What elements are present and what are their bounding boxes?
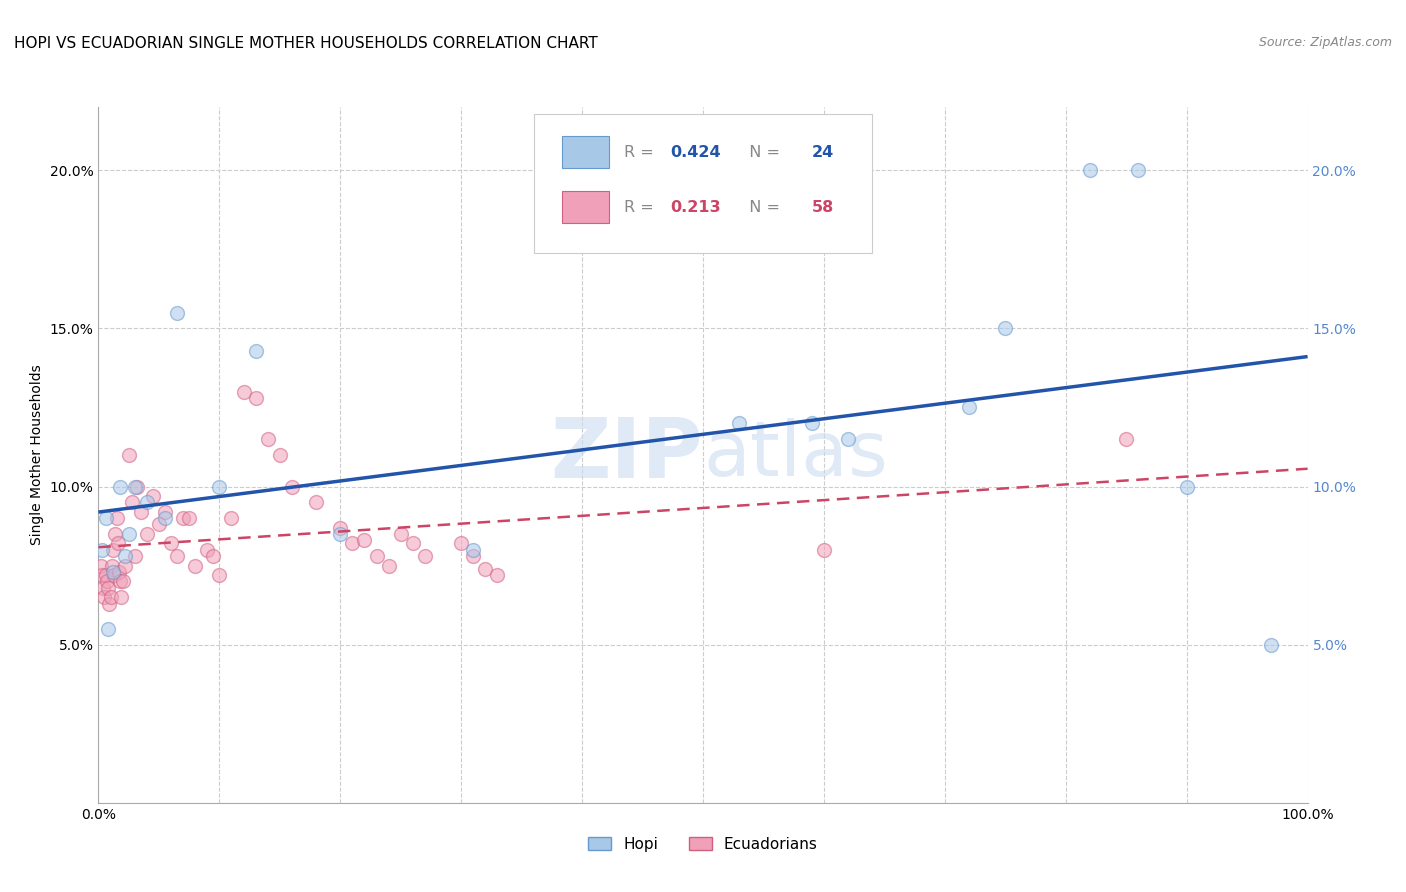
Point xyxy=(1115,432,1137,446)
Point xyxy=(957,401,980,415)
Text: 24: 24 xyxy=(811,145,834,160)
Text: N =: N = xyxy=(740,145,786,160)
Point xyxy=(135,495,157,509)
Point xyxy=(148,517,170,532)
Point xyxy=(91,581,114,595)
Point xyxy=(184,558,207,573)
Point xyxy=(110,591,132,605)
Point xyxy=(353,533,375,548)
Point xyxy=(127,479,149,493)
Point xyxy=(108,565,131,579)
Point xyxy=(108,479,131,493)
Point xyxy=(114,549,136,563)
Point xyxy=(281,479,304,493)
Point xyxy=(91,568,114,582)
Point xyxy=(111,574,134,589)
Point xyxy=(402,536,425,550)
Point xyxy=(463,549,485,563)
Text: 0.213: 0.213 xyxy=(671,201,721,216)
Point xyxy=(94,568,117,582)
Point xyxy=(94,511,117,525)
Point xyxy=(342,536,364,550)
Point xyxy=(1260,638,1282,652)
Point xyxy=(245,343,267,358)
Point xyxy=(90,558,112,573)
Point xyxy=(104,527,127,541)
Point xyxy=(208,568,231,582)
Point xyxy=(221,511,243,525)
Text: ZIP: ZIP xyxy=(551,415,703,495)
Point xyxy=(450,536,472,550)
Point xyxy=(256,432,278,446)
Point xyxy=(97,581,120,595)
Point xyxy=(107,536,129,550)
Point xyxy=(97,622,120,636)
FancyBboxPatch shape xyxy=(534,114,872,253)
Point xyxy=(329,527,352,541)
Point xyxy=(98,597,121,611)
Point xyxy=(208,479,231,493)
Point xyxy=(813,542,835,557)
Point xyxy=(269,448,291,462)
Point xyxy=(93,591,115,605)
Point xyxy=(994,321,1017,335)
Point xyxy=(114,558,136,573)
Point xyxy=(195,542,218,557)
Text: 0.424: 0.424 xyxy=(671,145,721,160)
Point xyxy=(166,305,188,319)
Point xyxy=(118,527,141,541)
Point xyxy=(728,417,751,431)
Point xyxy=(413,549,436,563)
Point xyxy=(160,536,183,550)
Text: R =: R = xyxy=(624,201,659,216)
Point xyxy=(474,562,496,576)
Text: Source: ZipAtlas.com: Source: ZipAtlas.com xyxy=(1258,36,1392,49)
Point xyxy=(124,479,146,493)
Point xyxy=(129,505,152,519)
Text: HOPI VS ECUADORIAN SINGLE MOTHER HOUSEHOLDS CORRELATION CHART: HOPI VS ECUADORIAN SINGLE MOTHER HOUSEHO… xyxy=(14,36,598,51)
Point xyxy=(232,384,254,399)
Point xyxy=(463,542,485,557)
Text: 58: 58 xyxy=(811,201,834,216)
Point xyxy=(101,542,124,557)
Point xyxy=(135,527,157,541)
Point xyxy=(153,511,176,525)
Point xyxy=(179,511,201,525)
Point xyxy=(172,511,194,525)
Point xyxy=(1175,479,1198,493)
Text: N =: N = xyxy=(740,201,786,216)
Point xyxy=(100,591,122,605)
Point xyxy=(202,549,225,563)
Point xyxy=(108,574,131,589)
Point xyxy=(153,505,176,519)
Point xyxy=(124,549,146,563)
Point xyxy=(100,558,122,573)
Point xyxy=(1128,163,1150,178)
Point xyxy=(329,521,352,535)
Point xyxy=(105,511,128,525)
Point xyxy=(245,391,267,405)
FancyBboxPatch shape xyxy=(561,136,609,168)
Point xyxy=(142,489,165,503)
FancyBboxPatch shape xyxy=(561,191,609,223)
Point xyxy=(101,565,124,579)
Legend: Hopi, Ecuadorians: Hopi, Ecuadorians xyxy=(582,830,824,858)
Text: R =: R = xyxy=(624,145,659,160)
Point xyxy=(800,417,823,431)
Point xyxy=(118,448,141,462)
Y-axis label: Single Mother Households: Single Mother Households xyxy=(30,365,44,545)
Point xyxy=(305,495,328,509)
Point xyxy=(96,574,118,589)
Point xyxy=(1078,163,1101,178)
Point xyxy=(366,549,388,563)
Point xyxy=(389,527,412,541)
Point xyxy=(121,495,143,509)
Point xyxy=(166,549,188,563)
Point xyxy=(377,558,399,573)
Point xyxy=(91,542,114,557)
Point xyxy=(837,432,859,446)
Text: atlas: atlas xyxy=(703,418,887,491)
Point xyxy=(486,568,509,582)
Point xyxy=(103,568,125,582)
